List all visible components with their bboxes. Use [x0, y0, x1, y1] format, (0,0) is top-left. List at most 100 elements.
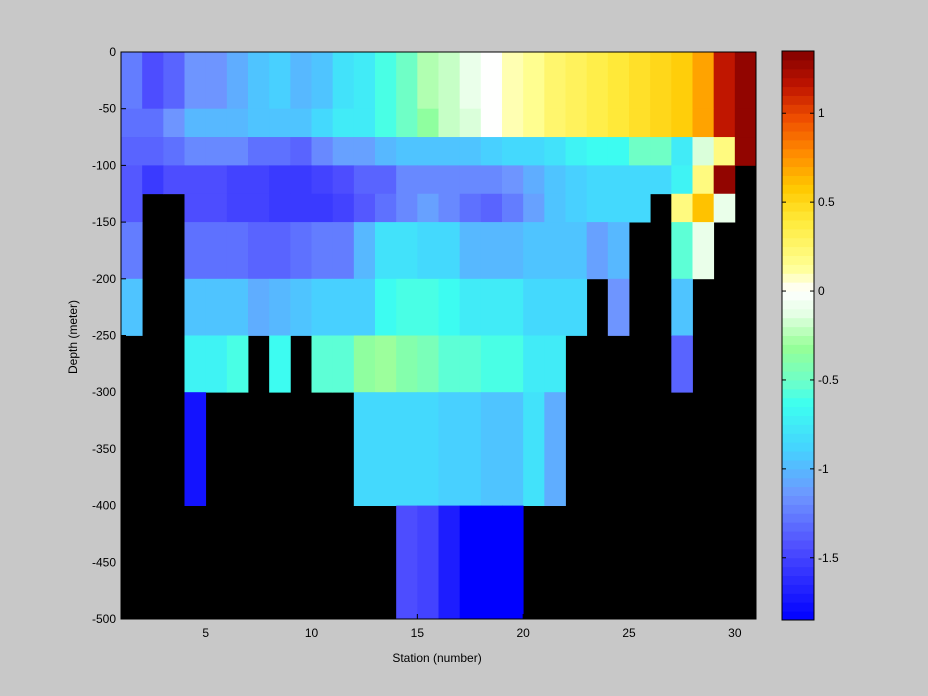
- colorbar-swatch: [782, 442, 814, 452]
- heatmap-cell: [417, 137, 439, 166]
- heatmap-cell: [607, 108, 630, 138]
- heatmap-cell: [248, 278, 270, 336]
- heatmap-cell: [417, 335, 439, 393]
- heatmap-cell: [311, 108, 334, 138]
- y-tick-label: -450: [92, 555, 116, 569]
- heatmap-cell: [311, 52, 334, 110]
- heatmap-cell: [290, 193, 312, 223]
- heatmap-cell: [163, 52, 185, 110]
- colorbar-swatch: [782, 211, 814, 221]
- y-tick-label: -50: [99, 102, 117, 116]
- heatmap-cell: [607, 165, 630, 195]
- heatmap-cell: [290, 52, 312, 110]
- colorbar-swatch: [782, 539, 814, 550]
- heatmap-cell: [396, 52, 418, 110]
- colorbar-swatch: [782, 424, 814, 434]
- colorbar-swatch: [782, 95, 814, 105]
- heatmap-cell: [375, 278, 397, 336]
- colorbar-swatch: [782, 371, 814, 381]
- colorbar-tick-label: -1: [818, 462, 829, 476]
- heatmap-cell: [459, 137, 482, 166]
- heatmap-cell: [396, 278, 418, 336]
- colorbar-swatch: [782, 237, 814, 248]
- heatmap-cell: [713, 193, 736, 223]
- colorbar-swatch: [782, 397, 814, 408]
- x-tick-label: 5: [202, 626, 209, 640]
- colorbar-swatch: [782, 193, 814, 203]
- heatmap-cell: [290, 108, 312, 138]
- heatmap-cell: [226, 278, 249, 336]
- heatmap-cell: [459, 165, 482, 195]
- heatmap-cell: [459, 108, 482, 138]
- heatmap-cell: [459, 52, 482, 110]
- colorbar-swatch: [782, 566, 814, 577]
- heatmap-cell: [311, 278, 334, 336]
- heatmap-cell: [163, 165, 185, 195]
- heatmap-cell: [353, 222, 376, 280]
- heatmap-cell: [480, 505, 503, 620]
- colorbar-swatch: [782, 486, 814, 497]
- y-tick-label: -150: [92, 215, 116, 229]
- heatmap-cell: [734, 52, 757, 110]
- colorbar-swatch: [782, 602, 814, 612]
- heatmap-cell: [438, 52, 461, 110]
- heatmap-cells: [121, 52, 757, 620]
- colorbar-tick-label: 0.5: [818, 195, 835, 209]
- heatmap-cell: [734, 137, 757, 166]
- colorbar-swatch: [782, 291, 814, 301]
- heatmap-cell: [332, 193, 355, 223]
- colorbar-swatch: [782, 495, 814, 505]
- heatmap-cell: [438, 335, 461, 393]
- heatmap-cell: [480, 222, 503, 280]
- colorbar-swatch: [782, 299, 814, 310]
- heatmap-cell: [523, 137, 545, 166]
- heatmap-cell: [332, 222, 355, 280]
- heatmap-cell: [396, 165, 418, 195]
- heatmap-cell: [248, 108, 270, 138]
- colorbar-swatch: [782, 406, 814, 417]
- heatmap-cell: [544, 52, 566, 110]
- heatmap-cell: [396, 335, 418, 393]
- heatmap-cell: [502, 222, 524, 280]
- colorbar-tick-label: -1.5: [818, 551, 839, 565]
- y-tick-label: -200: [92, 272, 116, 286]
- heatmap-cell: [671, 165, 693, 195]
- x-tick-label: 10: [305, 626, 319, 640]
- heatmap-cell: [163, 137, 185, 166]
- heatmap-cell: [205, 278, 228, 336]
- heatmap-cell: [523, 392, 545, 506]
- heatmap-cell: [332, 108, 355, 138]
- heatmap-cell: [544, 335, 566, 393]
- heatmap-cell: [375, 165, 397, 195]
- heatmap-cell: [523, 222, 545, 280]
- heatmap-cell: [353, 52, 376, 110]
- heatmap-cell: [184, 137, 207, 166]
- heatmap-cell: [480, 278, 503, 336]
- heatmap-cell: [438, 108, 461, 138]
- heatmap-cell: [184, 108, 207, 138]
- heatmap-cell: [544, 392, 566, 506]
- heatmap-cell: [121, 222, 143, 280]
- colorbar-swatch: [782, 202, 814, 212]
- heatmap-cell: [692, 137, 715, 166]
- heatmap-cell: [332, 278, 355, 336]
- heatmap-cell: [396, 137, 418, 166]
- heatmap-cell: [523, 165, 545, 195]
- y-tick-label: -500: [92, 612, 116, 626]
- colorbar-swatch: [782, 611, 814, 621]
- colorbar-swatch: [782, 122, 814, 132]
- colorbar-swatch: [782, 379, 814, 390]
- colorbar-swatch: [782, 166, 814, 176]
- colorbar-swatch: [782, 468, 814, 479]
- colorbar-swatch: [782, 131, 814, 141]
- heatmap-cell: [375, 108, 397, 138]
- colorbar-swatch: [782, 104, 814, 114]
- heatmap-cell: [121, 165, 143, 195]
- colorbar-swatch: [782, 175, 814, 185]
- heatmap-cell: [480, 193, 503, 223]
- colorbar-tick-label: 1: [818, 106, 825, 120]
- heatmap-cell: [163, 108, 185, 138]
- heatmap-cell: [544, 165, 566, 195]
- colorbar-swatch: [782, 157, 814, 168]
- y-tick-label: -250: [92, 329, 116, 343]
